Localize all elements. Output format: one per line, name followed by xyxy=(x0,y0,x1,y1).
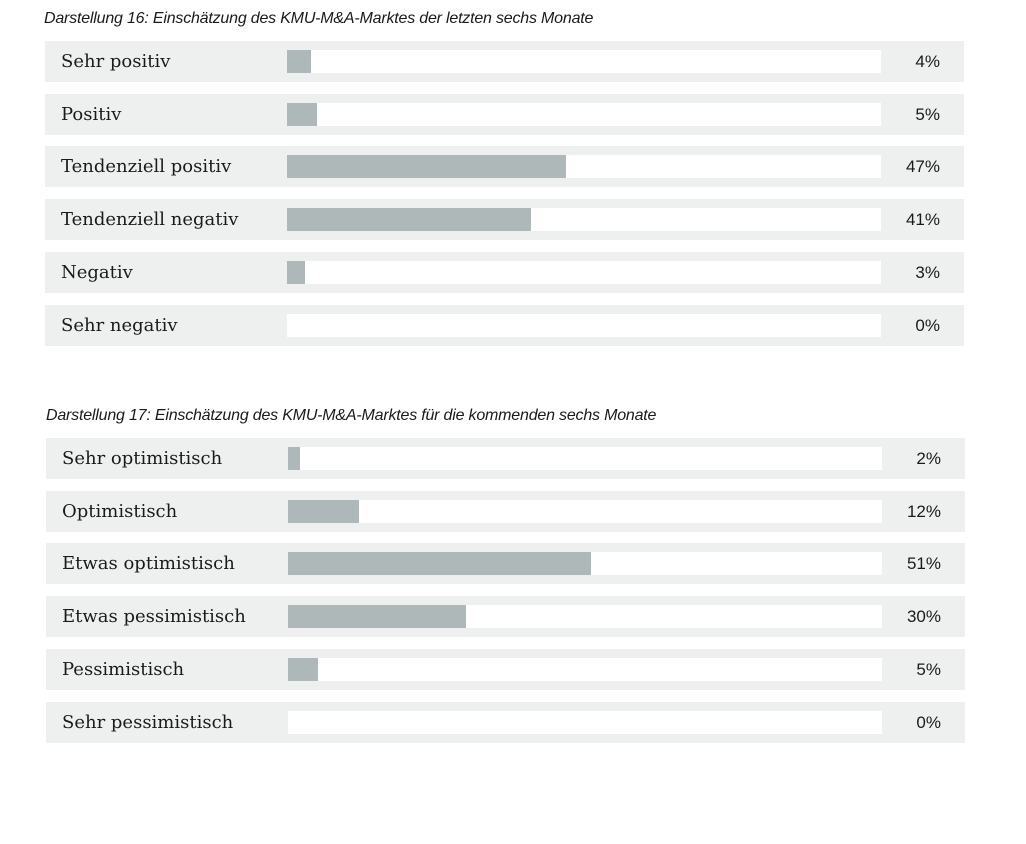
bar-track xyxy=(288,447,882,470)
value-label: 4% xyxy=(915,52,940,71)
value-label: 2% xyxy=(916,449,941,468)
bar-track xyxy=(287,155,881,178)
value-label: 5% xyxy=(915,105,940,124)
bar-row: Sehr optimistisch 2% xyxy=(46,438,965,479)
bar-track xyxy=(288,500,882,523)
bar xyxy=(287,155,566,178)
category-label: Etwas pessimistisch xyxy=(62,606,246,627)
bar xyxy=(287,103,317,126)
category-label: Sehr optimistisch xyxy=(62,448,223,469)
bar xyxy=(287,208,531,231)
bar xyxy=(288,658,318,681)
bar-row: Tendenziell negativ 41% xyxy=(45,199,964,240)
bar-track xyxy=(287,261,881,284)
category-label: Sehr negativ xyxy=(61,315,178,336)
bar-track xyxy=(288,552,882,575)
value-label: 5% xyxy=(916,660,941,679)
category-label: Tendenziell positiv xyxy=(61,156,232,177)
bar-row: Optimistisch 12% xyxy=(46,491,965,532)
category-label: Negativ xyxy=(61,262,133,283)
bar-track xyxy=(288,711,882,734)
value-label: 0% xyxy=(915,316,940,335)
category-label: Positiv xyxy=(61,104,122,125)
bar-track xyxy=(287,103,881,126)
value-label: 0% xyxy=(916,713,941,732)
value-label: 41% xyxy=(905,210,940,229)
bar xyxy=(288,500,359,523)
bar-row: Positiv 5% xyxy=(45,94,964,135)
bar-row: Etwas pessimistisch 30% xyxy=(46,596,965,637)
bar-row: Tendenziell positiv 47% xyxy=(45,146,964,187)
bar xyxy=(287,261,305,284)
bar-row: Negativ 3% xyxy=(45,252,964,293)
value-label: 30% xyxy=(906,607,941,626)
category-label: Pessimistisch xyxy=(62,659,185,680)
chart-title: Darstellung 16: Einschätzung des KMU-M&A… xyxy=(44,10,594,27)
bar-row: Sehr negativ 0% xyxy=(45,305,964,346)
bar-row: Pessimistisch 5% xyxy=(46,649,965,690)
bar-track xyxy=(288,605,882,628)
bar xyxy=(288,605,466,628)
bar xyxy=(288,552,591,575)
bar-row: Etwas optimistisch 51% xyxy=(46,543,965,584)
bar-track xyxy=(287,50,881,73)
category-label: Optimistisch xyxy=(62,501,178,522)
bar-row: Sehr positiv 4% xyxy=(45,41,964,82)
value-label: 3% xyxy=(915,263,940,282)
chart-title: Darstellung 17: Einschätzung des KMU-M&A… xyxy=(46,407,657,424)
bar-track xyxy=(287,314,881,337)
bar-row: Sehr pessimistisch 0% xyxy=(46,702,965,743)
value-label: 12% xyxy=(906,502,941,521)
value-label: 51% xyxy=(906,554,941,573)
category-label: Sehr positiv xyxy=(61,51,171,72)
category-label: Sehr pessimistisch xyxy=(62,712,234,733)
bar xyxy=(288,447,300,470)
bar-track xyxy=(288,658,882,681)
category-label: Etwas optimistisch xyxy=(62,553,235,574)
value-label: 47% xyxy=(905,157,940,176)
category-label: Tendenziell negativ xyxy=(61,209,239,230)
bar-track xyxy=(287,208,881,231)
bar xyxy=(287,50,311,73)
